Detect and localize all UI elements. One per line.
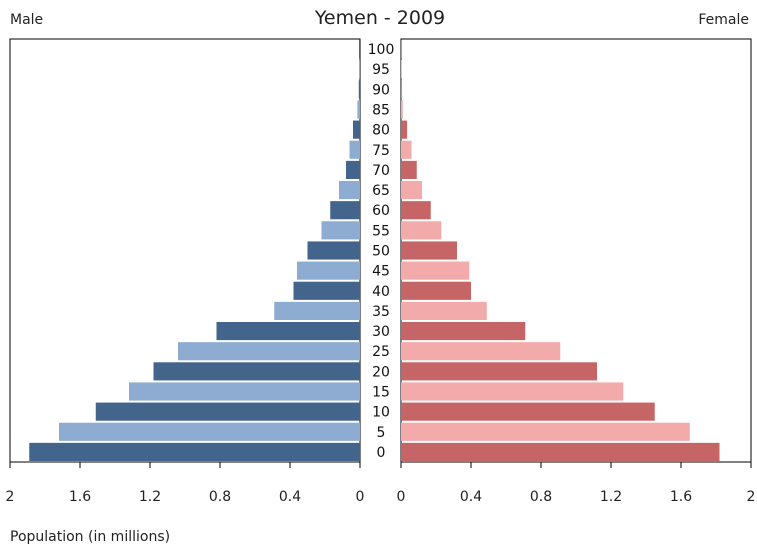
age-label-95: 95 xyxy=(372,62,390,78)
female-tick-label-1.6: 1.6 xyxy=(670,489,692,505)
female-tick-label-0: 0 xyxy=(397,489,406,505)
female-tick-label-0.4: 0.4 xyxy=(460,489,482,505)
female-bar-age-55 xyxy=(401,221,442,240)
female-bar-age-30 xyxy=(401,322,526,341)
male-side-label: Male xyxy=(10,12,43,28)
female-bar-age-70 xyxy=(401,160,417,179)
male-bar-age-10 xyxy=(95,402,360,421)
male-bar-age-25 xyxy=(178,342,360,361)
female-bar-age-75 xyxy=(401,140,412,159)
male-tick-label-0: 0 xyxy=(356,489,365,505)
age-label-10: 10 xyxy=(372,405,390,421)
female-bar-age-25 xyxy=(401,342,561,361)
age-label-60: 60 xyxy=(372,203,390,219)
male-bars-group xyxy=(29,40,360,461)
male-bar-age-85 xyxy=(357,100,360,119)
male-tick-label-1.6: 1.6 xyxy=(69,489,91,505)
age-label-100: 100 xyxy=(368,42,395,58)
age-labels-group: 0 5 10 15 20 25 30 35 40 45 50 55 60 65 70 75 80 85 90 95 10… xyxy=(368,42,395,461)
age-label-90: 90 xyxy=(372,82,390,98)
female-bar-age-50 xyxy=(401,241,457,260)
age-label-65: 65 xyxy=(372,183,390,199)
female-bar-age-20 xyxy=(401,362,597,381)
male-bar-age-100 xyxy=(359,40,360,59)
male-bar-age-40 xyxy=(293,281,360,300)
age-label-40: 40 xyxy=(372,284,390,300)
age-label-70: 70 xyxy=(372,163,390,179)
female-bar-age-45 xyxy=(401,261,470,280)
age-label-5: 5 xyxy=(377,425,386,441)
age-label-80: 80 xyxy=(372,123,390,139)
age-label-45: 45 xyxy=(372,264,390,280)
male-bar-age-0 xyxy=(29,442,360,461)
female-bar-age-5 xyxy=(401,422,690,441)
male-axis-ticks: 0 0.4 0.8 1.2 1.6 2 xyxy=(6,462,365,505)
female-tick-label-1.2: 1.2 xyxy=(600,489,622,505)
age-label-15: 15 xyxy=(372,385,390,401)
female-bar-age-80 xyxy=(401,120,408,139)
male-bar-age-70 xyxy=(346,160,360,179)
male-bar-age-45 xyxy=(297,261,360,280)
female-bar-age-15 xyxy=(401,382,624,401)
male-bar-age-20 xyxy=(153,362,360,381)
male-bar-age-95 xyxy=(359,60,360,79)
age-label-30: 30 xyxy=(372,324,390,340)
male-bar-age-55 xyxy=(321,221,360,240)
female-bar-age-40 xyxy=(401,281,471,300)
female-tick-label-2: 2 xyxy=(747,489,756,505)
male-bar-age-30 xyxy=(216,322,360,341)
female-bar-age-35 xyxy=(401,301,487,320)
female-axis-ticks: 0 0.4 0.8 1.2 1.6 2 xyxy=(397,462,756,505)
age-label-55: 55 xyxy=(372,223,390,239)
female-tick-label-0.8: 0.8 xyxy=(530,489,552,505)
age-label-35: 35 xyxy=(372,304,390,320)
x-axis-title: Population (in millions) xyxy=(10,529,170,545)
female-bar-age-0 xyxy=(401,442,720,461)
age-label-75: 75 xyxy=(372,143,390,159)
female-bar-age-65 xyxy=(401,181,422,200)
male-bar-age-60 xyxy=(330,201,360,220)
age-label-85: 85 xyxy=(372,103,390,119)
male-bar-age-80 xyxy=(353,120,360,139)
female-bar-age-100 xyxy=(401,40,402,59)
female-side-label: Female xyxy=(698,12,749,28)
age-label-20: 20 xyxy=(372,364,390,380)
male-tick-label-1.2: 1.2 xyxy=(139,489,161,505)
male-bar-age-15 xyxy=(129,382,360,401)
male-tick-label-2: 2 xyxy=(6,489,15,505)
male-tick-label-0.8: 0.8 xyxy=(209,489,231,505)
age-label-0: 0 xyxy=(377,445,386,461)
male-bar-age-90 xyxy=(358,80,360,99)
male-bar-age-35 xyxy=(274,301,360,320)
chart-title: Yemen - 2009 xyxy=(314,7,445,29)
age-label-25: 25 xyxy=(372,344,390,360)
female-bar-age-10 xyxy=(401,402,655,421)
age-label-50: 50 xyxy=(372,244,390,260)
female-bars-group xyxy=(401,40,720,461)
male-bar-age-50 xyxy=(307,241,360,260)
female-bar-age-60 xyxy=(401,201,431,220)
female-bar-age-90 xyxy=(401,80,402,99)
male-bar-age-75 xyxy=(349,140,360,159)
male-bar-age-5 xyxy=(59,422,360,441)
female-bar-age-95 xyxy=(401,60,402,79)
male-bar-age-65 xyxy=(339,181,360,200)
male-tick-label-0.4: 0.4 xyxy=(279,489,301,505)
female-bar-age-85 xyxy=(401,100,403,119)
